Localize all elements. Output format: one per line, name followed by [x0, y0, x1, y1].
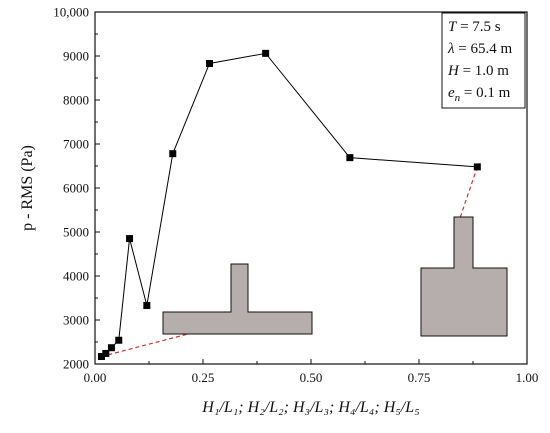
legend-box: T = 7.5 s λ = 65.4 m H = 1.0 m en = 0.1 m	[441, 12, 526, 109]
y-tick-label: 2000	[63, 357, 89, 372]
legend-line: H = 1.0 m	[447, 63, 509, 79]
annotation-layer	[101, 166, 508, 358]
data-point	[102, 349, 110, 357]
legend-line: en = 0.1 m	[448, 85, 511, 104]
y-tick-label: 5000	[63, 225, 89, 240]
data-point	[115, 336, 123, 344]
leader-line	[101, 333, 189, 358]
y-tick-label: 4000	[63, 269, 89, 284]
data-point	[262, 49, 270, 57]
leader-line	[459, 166, 478, 219]
data-point	[97, 353, 105, 361]
y-tick-label: 8000	[63, 93, 89, 108]
x-tick-label: 0.75	[408, 370, 431, 385]
x-axis-title: H₁/L₁; H₂/L₂; H₃/L₃; H₄/L₄; H₅/L₅	[201, 399, 419, 416]
data-point	[107, 344, 115, 352]
data-point	[143, 301, 151, 309]
x-tick-label: 1.00	[516, 370, 539, 385]
y-tick-label: 10,000	[53, 5, 89, 20]
y-tick-label: 9000	[63, 49, 89, 64]
axes-layer: 0.00 0.25 0.50 0.75 1.00 2000 3000 4000 5000 6000…	[19, 5, 538, 417]
legend-line: λ = 65.4 m	[447, 41, 512, 57]
y-axis-title: p - RMS (Pa)	[19, 145, 36, 231]
legend-line: T = 7.5 s	[448, 19, 501, 35]
y-tick-label: 6000	[63, 181, 89, 196]
data-point	[346, 154, 354, 162]
annotation-shape-tall	[420, 216, 508, 337]
y-tick-label: 7000	[63, 137, 89, 152]
annotation-shape-wide	[162, 263, 313, 335]
data-point	[473, 163, 481, 171]
data-point	[126, 235, 134, 243]
x-tick-label: 0.50	[300, 370, 323, 385]
y-tick-label: 3000	[63, 313, 89, 328]
data-point	[205, 59, 213, 67]
data-point	[169, 150, 177, 158]
x-tick-label: 0.25	[192, 370, 215, 385]
legend-frame	[441, 12, 526, 109]
x-tick-label: 0.00	[84, 370, 107, 385]
series-layer	[97, 49, 481, 361]
